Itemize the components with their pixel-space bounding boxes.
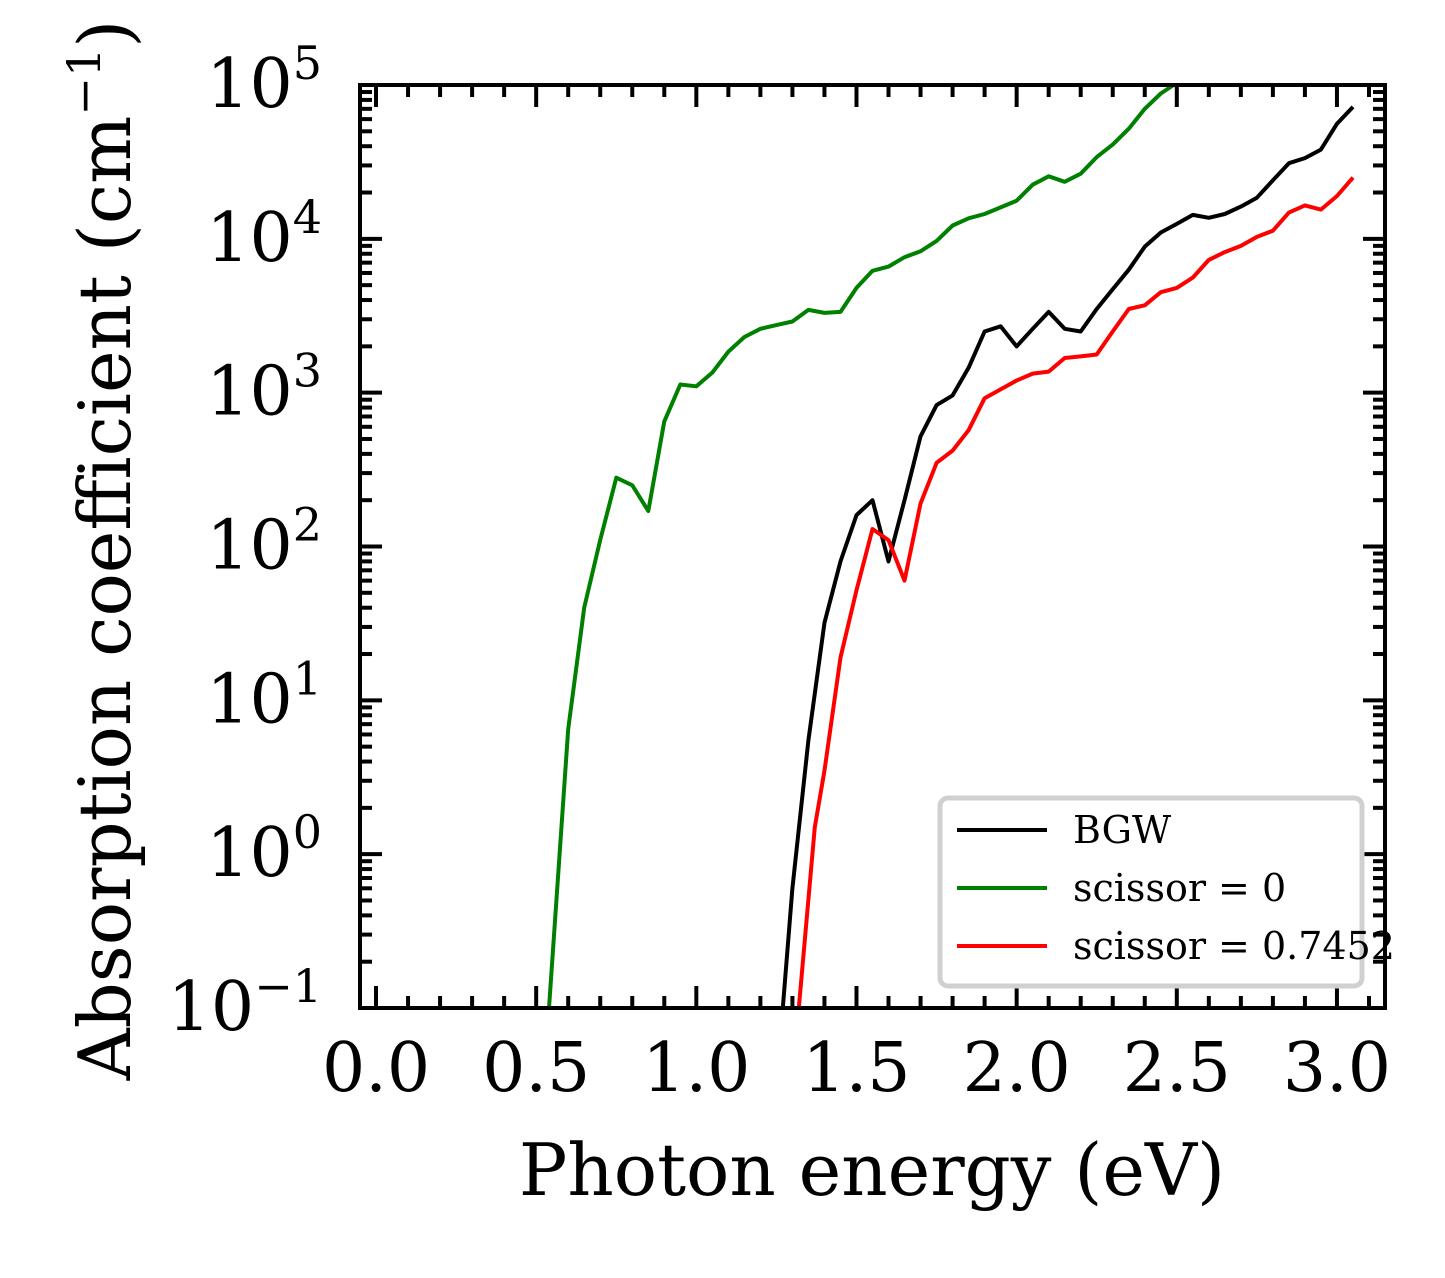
- legend-label-bgw: BGW: [1073, 808, 1171, 852]
- y-tick-label: 101: [206, 651, 322, 739]
- series-layer: [547, 85, 1355, 1008]
- legend: BGW scissor = 0 scissor = 0.7452: [937, 795, 1395, 989]
- y-tick-label: 100: [206, 805, 322, 893]
- legend-label-scissor-07452: scissor = 0.7452: [1073, 924, 1395, 968]
- labels-layer: 0.0 0.5 1.0 1.5 2.0 2.5 3.0 10−1 100 101 102 103 104…: [168, 36, 1391, 1108]
- x-tick-label: 3.0: [1283, 1029, 1391, 1108]
- y-axis-label-text: Absorption coefficient (cm: [63, 116, 147, 1082]
- y-axis-label-exponent: −1: [57, 48, 111, 116]
- x-tick-label: 1.5: [802, 1029, 910, 1108]
- y-axis-label: Absorption coefficient (cm−1): [57, 20, 147, 1082]
- x-axis-label: Photon energy (eV): [519, 1128, 1225, 1212]
- y-tick-label: 104: [206, 190, 322, 278]
- x-tick-label: 0.5: [482, 1029, 590, 1108]
- x-tick-label: 0.0: [322, 1029, 430, 1108]
- series-line-scissor-0: [547, 85, 1175, 1008]
- x-tick-label: 2.0: [963, 1029, 1071, 1108]
- legend-label-scissor-0: scissor = 0: [1073, 866, 1286, 910]
- series-line-scissor-0-7452: [796, 176, 1355, 1008]
- y-tick-label: 102: [206, 498, 322, 586]
- y-tick-label: 105: [206, 36, 322, 124]
- plot-frame: [358, 83, 1387, 1010]
- y-tick-label: 103: [206, 344, 322, 432]
- series-line-bgw: [780, 105, 1355, 1008]
- y-axis-label-close: ): [63, 20, 147, 48]
- x-tick-label: 1.0: [642, 1029, 750, 1108]
- y-tick-label: 10−1: [168, 959, 322, 1047]
- legend-box: [937, 795, 1365, 989]
- x-tick-label: 2.5: [1123, 1029, 1231, 1108]
